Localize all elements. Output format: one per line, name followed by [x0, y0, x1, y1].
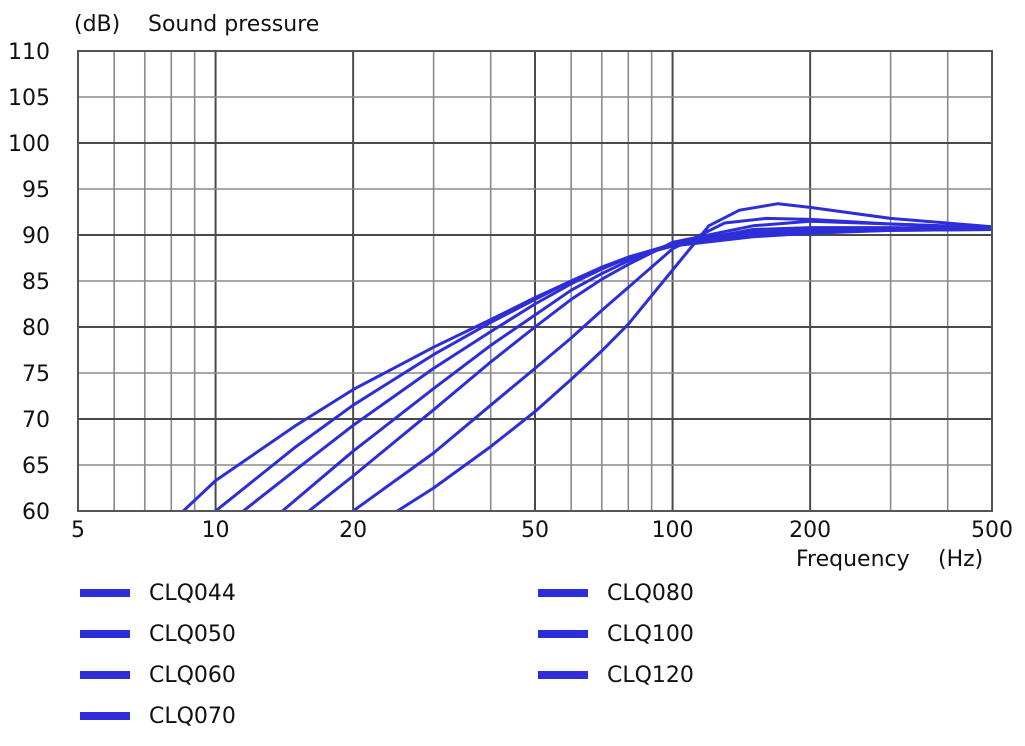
- series-line-clq120: [395, 202, 992, 511]
- legend-label: CLQ080: [607, 580, 694, 606]
- legend-label: CLQ060: [149, 662, 236, 688]
- y-tick-label: 90: [22, 224, 50, 249]
- series-line-clq070: [280, 226, 992, 511]
- legend: CLQ044 CLQ050 CLQ060 CLQ070 CLQ080 CLQ10…: [0, 578, 1025, 738]
- legend-label: CLQ050: [149, 621, 236, 647]
- legend-swatch: [538, 589, 588, 597]
- legend-swatch: [80, 630, 130, 638]
- x-tick-label: 50: [521, 518, 549, 543]
- legend-item: CLQ100: [538, 619, 694, 649]
- y-tick-label: 100: [8, 132, 50, 157]
- series-line-clq060: [241, 227, 992, 511]
- x-tick-label: 5: [71, 518, 85, 543]
- legend-item: CLQ044: [80, 578, 236, 608]
- legend-label: CLQ120: [607, 662, 694, 688]
- y-tick-label: 105: [8, 86, 50, 111]
- series-line-clq044: [181, 228, 992, 511]
- y-tick-label: 110: [8, 40, 50, 65]
- legend-item: CLQ060: [80, 660, 236, 690]
- legend-swatch: [538, 671, 588, 679]
- legend-item: CLQ070: [80, 701, 236, 731]
- grid: [78, 51, 992, 511]
- y-tick-label: 95: [22, 178, 50, 203]
- series-layer: [181, 202, 992, 511]
- legend-item: CLQ120: [538, 660, 694, 690]
- x-tick-label: 10: [202, 518, 230, 543]
- y-axis-title: Sound pressure: [148, 12, 319, 37]
- legend-item: CLQ050: [80, 619, 236, 649]
- x-axis-title: Frequency: [796, 547, 910, 572]
- legend-swatch: [80, 712, 130, 720]
- legend-swatch: [80, 671, 130, 679]
- x-tick-label: 100: [652, 518, 694, 543]
- y-tick-label: 80: [22, 316, 50, 341]
- y-tick-label: 65: [22, 454, 50, 479]
- y-tick-label: 75: [22, 362, 50, 387]
- legend-swatch: [538, 630, 588, 638]
- tick-labels: 60 65 70 75 80 85 90 95 100 105 110 5 10 20 50 100 200 50…: [8, 40, 1013, 543]
- series-line-clq050: [214, 228, 992, 511]
- x-tick-label: 200: [789, 518, 831, 543]
- series-line-clq080: [307, 219, 992, 511]
- chart: 60 65 70 75 80 85 90 95 100 105 110 5 10 20 50 100 200 50…: [8, 12, 1013, 572]
- x-tick-label: 500: [971, 518, 1013, 543]
- legend-swatch: [80, 589, 130, 597]
- series-line-clq100: [351, 216, 992, 511]
- y-tick-label: 85: [22, 270, 50, 295]
- y-tick-label: 60: [22, 500, 50, 525]
- legend-label: CLQ100: [607, 621, 694, 647]
- x-axis-unit: (Hz): [938, 547, 983, 572]
- legend-label: CLQ044: [149, 580, 236, 606]
- legend-item: CLQ080: [538, 578, 694, 608]
- y-tick-label: 70: [22, 408, 50, 433]
- legend-label: CLQ070: [149, 703, 236, 729]
- plot-frame: [77, 50, 993, 512]
- y-axis-unit: (dB): [74, 12, 120, 37]
- x-tick-label: 20: [339, 518, 367, 543]
